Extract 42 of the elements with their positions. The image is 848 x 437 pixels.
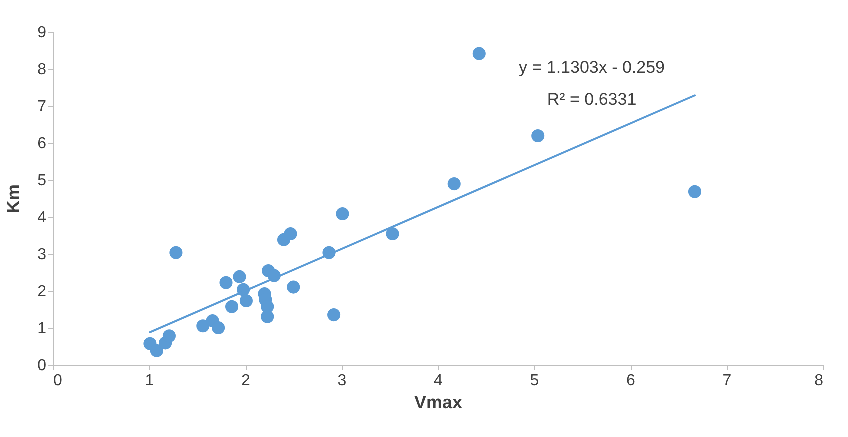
point	[287, 280, 300, 294]
x-tick-label: 7	[722, 372, 732, 390]
point	[162, 330, 176, 343]
point	[240, 294, 253, 308]
point	[472, 47, 486, 60]
y-tick-label: 8	[38, 62, 47, 78]
point	[328, 308, 341, 322]
point	[170, 246, 183, 260]
x-tick-label: 1	[145, 372, 154, 390]
x-axis-title: Vmax	[414, 392, 463, 412]
y-tick-label: 7	[38, 98, 47, 116]
x-tick-label: 8	[814, 372, 824, 390]
y-tick-label: 0	[38, 358, 47, 374]
y-tick-label: 9	[38, 24, 47, 42]
y-tick-label: 5	[38, 172, 47, 190]
x-tick-label: 3	[338, 372, 347, 390]
point	[212, 321, 226, 335]
point	[688, 185, 702, 198]
y-tick-label: 2	[38, 284, 47, 300]
x-tick-label: 5	[530, 372, 540, 390]
point	[196, 320, 210, 333]
point	[284, 228, 298, 241]
point	[233, 270, 246, 284]
point	[532, 129, 545, 142]
point	[261, 310, 274, 324]
point	[150, 344, 164, 358]
x-tick-label: 0	[54, 372, 62, 390]
point	[226, 300, 239, 314]
annotation: R² = 0.6331	[547, 90, 637, 109]
x-tick-label: 4	[434, 372, 444, 390]
point	[448, 178, 461, 191]
y-tick-label: 1	[38, 320, 47, 338]
x-tick-label: 6	[626, 372, 636, 390]
x-tick-label: 2	[242, 372, 251, 390]
y-axis-title: Km	[4, 184, 24, 214]
annotation: y = 1.1303x - 0.259	[518, 58, 666, 77]
point	[220, 276, 233, 290]
point	[336, 208, 350, 221]
point	[386, 228, 400, 241]
y-tick-label: 6	[38, 136, 47, 152]
y-tick-label: 3	[38, 246, 47, 264]
y-tick-label: 4	[38, 210, 47, 226]
